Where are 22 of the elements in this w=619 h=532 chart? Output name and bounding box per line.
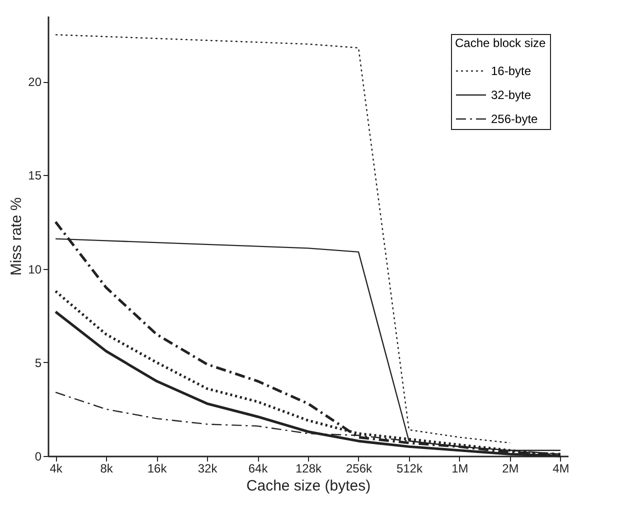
x-tick-label: 64k [248, 462, 269, 476]
x-tick-label: 32k [198, 462, 218, 476]
x-tick-label: 1M [452, 462, 468, 476]
legend-label: 16-byte [491, 64, 532, 78]
y-tick-label: 10 [28, 262, 42, 276]
x-tick-label: 512k [396, 462, 424, 476]
x-tick-label: 128k [295, 462, 323, 476]
x-tick-label: 16k [147, 462, 168, 476]
y-tick-label: 0 [34, 450, 42, 464]
y-axis-title: Miss rate % [8, 197, 26, 276]
y-tick-label: 5 [34, 356, 42, 370]
y-tick-label: 15 [28, 168, 42, 183]
x-tick-label: 4k [50, 462, 64, 476]
x-tick-label: 8k [100, 462, 114, 476]
legend-label: 32-byte [491, 88, 532, 102]
y-tick-label: 20 [28, 75, 42, 90]
x-tick-label: 2M [502, 462, 519, 476]
legend-label: 256-byte [491, 112, 538, 126]
x-tick-label: 256k [346, 462, 373, 476]
legend-title: Cache block size [455, 36, 546, 50]
x-axis-title: Cache size (bytes) [246, 478, 371, 494]
x-tick-label: 4M [552, 462, 570, 476]
